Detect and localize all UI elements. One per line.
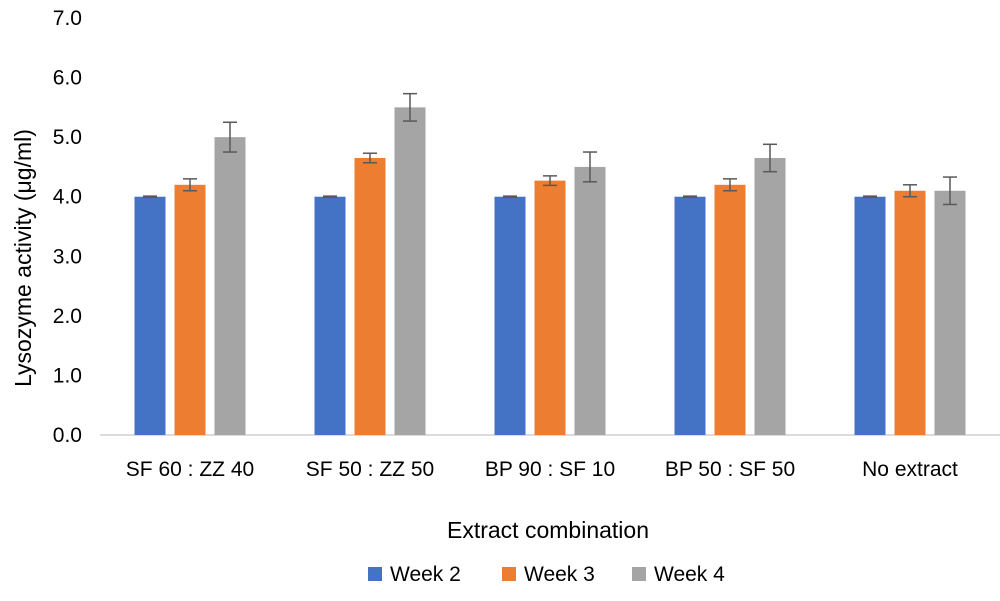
x-tick-label: BP 90 : SF 10: [485, 458, 615, 481]
bars-group: [134, 107, 966, 435]
legend-label: Week 2: [390, 563, 461, 586]
bar: [574, 166, 606, 435]
y-tick-label: 0.0: [53, 424, 82, 447]
legend-label: Week 3: [524, 563, 595, 586]
legend-swatch: [632, 567, 646, 581]
y-tick-label: 7.0: [53, 7, 82, 30]
bar: [894, 190, 926, 435]
y-tick-label: 1.0: [53, 364, 82, 387]
x-tick-label: BP 50 : SF 50: [665, 458, 795, 481]
y-tick-label: 6.0: [53, 67, 82, 90]
bar: [934, 190, 966, 435]
bar: [314, 196, 346, 435]
x-axis-title: Extract combination: [447, 517, 649, 543]
bar: [714, 184, 746, 435]
legend-swatch: [368, 567, 382, 581]
bar: [854, 196, 886, 435]
x-tick-label: No extract: [862, 458, 958, 481]
y-tick-label: 4.0: [53, 186, 82, 209]
y-tick-label: 2.0: [53, 305, 82, 328]
bar: [494, 196, 526, 435]
bar: [174, 184, 206, 435]
bar: [754, 157, 786, 435]
x-tick-label: SF 50 : ZZ 50: [306, 458, 434, 481]
error-bars-group: [143, 92, 957, 206]
bar: [674, 196, 706, 435]
y-axis-ticks: 0.0 1.0 2.0 3.0 4.0 5.0 6.0 7.0: [53, 7, 82, 447]
legend-label: Week 4: [654, 563, 725, 586]
bar: [214, 137, 246, 435]
bar: [534, 180, 566, 435]
legend: Week 2 Week 3 Week 4: [368, 563, 725, 586]
x-tick-label: SF 60 : ZZ 40: [126, 458, 254, 481]
bar: [354, 157, 386, 435]
bar: [394, 107, 426, 435]
y-tick-label: 5.0: [53, 126, 82, 149]
x-axis-ticks: SF 60 : ZZ 40 SF 50 : ZZ 50 BP 90 : SF 10 B…: [126, 458, 958, 481]
legend-swatch: [502, 567, 516, 581]
y-axis-title: Lysozyme activity (μg/ml): [10, 129, 36, 387]
y-tick-label: 3.0: [53, 245, 82, 268]
bar: [134, 196, 166, 435]
